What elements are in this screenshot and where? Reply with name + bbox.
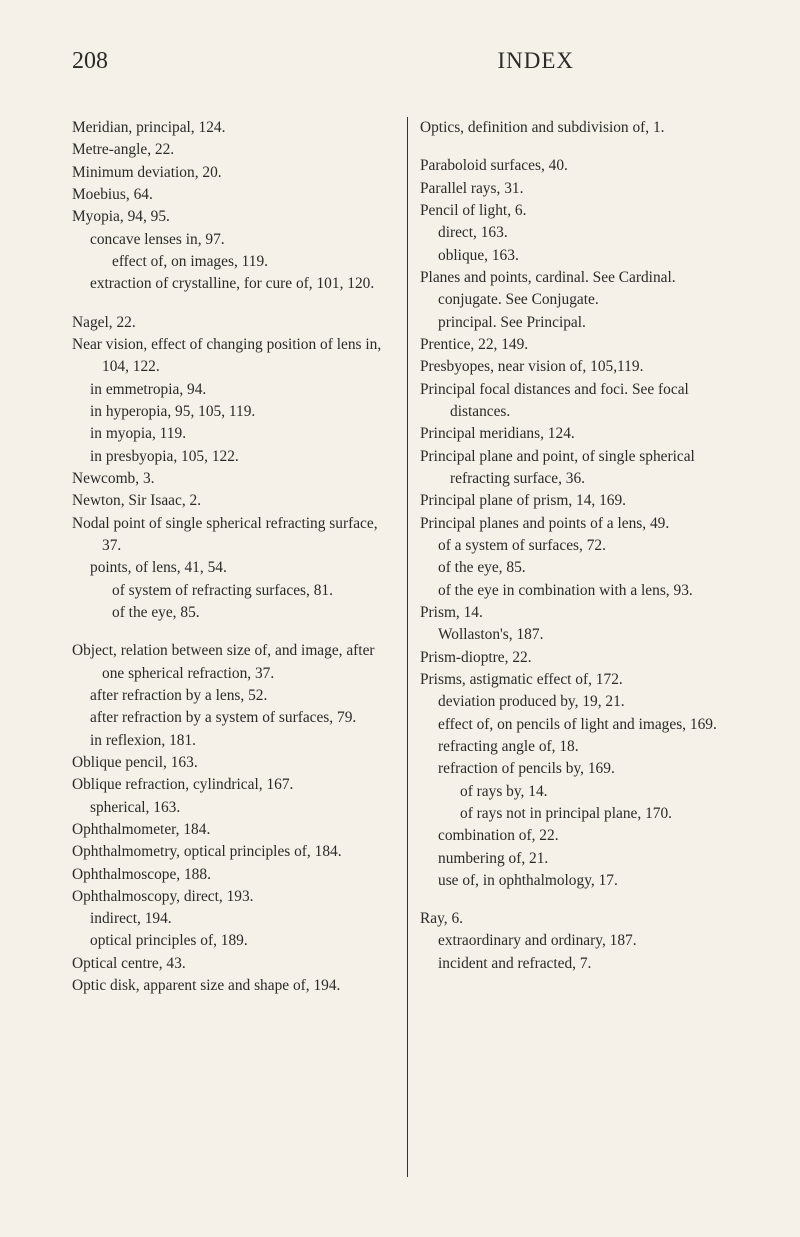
index-entry: Nodal point of single spherical refracti… — [102, 513, 395, 558]
index-entry: Paraboloid surfaces, 40. — [450, 155, 744, 177]
index-entry: Principal plane and point, of single sph… — [450, 446, 744, 491]
index-entry: of rays by, 14. — [490, 781, 744, 803]
index-entry: principal. See Principal. — [468, 312, 744, 334]
page-header: 208 INDEX — [72, 48, 744, 75]
index-entry: Meridian, principal, 124. — [102, 117, 395, 139]
index-entry: Prism, 14. — [450, 602, 744, 624]
index-entry: Prism-dioptre, 22. — [450, 647, 744, 669]
index-entry: Ophthalmoscopy, direct, 193. — [102, 886, 395, 908]
index-entry: Object, relation between size of, and im… — [102, 640, 395, 685]
index-page: 208 INDEX Meridian, principal, 124.Metre… — [0, 0, 800, 1237]
left-column: Meridian, principal, 124.Metre-angle, 22… — [72, 117, 408, 1177]
page-title: INDEX — [497, 48, 574, 74]
index-entry: Ophthalmometry, optical principles of, 1… — [102, 841, 395, 863]
index-entry: Ray, 6. — [450, 908, 744, 930]
index-entry: Principal meridians, 124. — [450, 423, 744, 445]
index-entry: refracting angle of, 18. — [468, 736, 744, 758]
page-number: 208 — [72, 48, 108, 75]
section-gap — [420, 139, 744, 155]
right-column: Optics, definition and subdivision of, 1… — [408, 117, 744, 1177]
section-gap — [420, 892, 744, 908]
index-entry: Prentice, 22, 149. — [450, 334, 744, 356]
index-entry: after refraction by a system of surfaces… — [120, 707, 395, 729]
index-entry: Optic disk, apparent size and shape of, … — [102, 975, 395, 997]
index-entry: Pencil of light, 6. — [450, 200, 744, 222]
index-entry: of the eye, 85. — [142, 602, 395, 624]
index-entry: Parallel rays, 31. — [450, 178, 744, 200]
index-entry: Metre-angle, 22. — [102, 139, 395, 161]
index-entry: Wollaston's, 187. — [468, 624, 744, 646]
index-entry: Planes and points, cardinal. See Cardina… — [450, 267, 744, 289]
section-gap — [72, 296, 395, 312]
index-entry: Newton, Sir Isaac, 2. — [102, 490, 395, 512]
index-entry: incident and refracted, 7. — [468, 953, 744, 975]
index-entry: effect of, on images, 119. — [142, 251, 395, 273]
index-entry: use of, in ophthalmology, 17. — [468, 870, 744, 892]
index-entry: spherical, 163. — [120, 797, 395, 819]
index-entry: Presbyopes, near vision of, 105,119. — [450, 356, 744, 378]
index-entry: in hyperopia, 95, 105, 119. — [120, 401, 395, 423]
index-entry: Oblique refraction, cylindrical, 167. — [102, 774, 395, 796]
index-entry: of a system of surfaces, 72. — [468, 535, 744, 557]
index-entry: in emmetropia, 94. — [120, 379, 395, 401]
index-entry: Principal focal distances and foci. See … — [450, 379, 744, 424]
index-entry: deviation produced by, 19, 21. — [468, 691, 744, 713]
index-entry: Newcomb, 3. — [102, 468, 395, 490]
index-entry: Principal planes and points of a lens, 4… — [450, 513, 744, 535]
index-entry: indirect, 194. — [120, 908, 395, 930]
index-entry: after refraction by a lens, 52. — [120, 685, 395, 707]
index-entry: optical principles of, 189. — [120, 930, 395, 952]
index-entry: Near vision, effect of changing position… — [102, 334, 395, 379]
index-entry: Minimum deviation, 20. — [102, 162, 395, 184]
index-entry: Nagel, 22. — [102, 312, 395, 334]
index-entry: Prisms, astigmatic effect of, 172. — [450, 669, 744, 691]
index-entry: of system of refracting surfaces, 81. — [142, 580, 395, 602]
index-entry: in myopia, 119. — [120, 423, 395, 445]
index-entry: Ophthalmometer, 184. — [102, 819, 395, 841]
index-entry: concave lenses in, 97. — [120, 229, 395, 251]
index-entry: Moebius, 64. — [102, 184, 395, 206]
index-entry: extraordinary and ordinary, 187. — [468, 930, 744, 952]
index-entry: of the eye in combination with a lens, 9… — [468, 580, 744, 602]
index-entry: refraction of pencils by, 169. — [468, 758, 744, 780]
section-gap — [72, 624, 395, 640]
index-entry: Optics, definition and subdivision of, 1… — [450, 117, 744, 139]
index-entry: numbering of, 21. — [468, 848, 744, 870]
index-columns: Meridian, principal, 124.Metre-angle, 22… — [72, 117, 744, 1177]
index-entry: of rays not in principal plane, 170. — [490, 803, 744, 825]
index-entry: Principal plane of prism, 14, 169. — [450, 490, 744, 512]
index-entry: in presbyopia, 105, 122. — [120, 446, 395, 468]
index-entry: extraction of crystalline, for cure of, … — [120, 273, 395, 295]
index-entry: effect of, on pencils of light and image… — [468, 714, 744, 736]
index-entry: in reflexion, 181. — [120, 730, 395, 752]
index-entry: Oblique pencil, 163. — [102, 752, 395, 774]
index-entry: oblique, 163. — [468, 245, 744, 267]
index-entry: conjugate. See Conjugate. — [468, 289, 744, 311]
index-entry: direct, 163. — [468, 222, 744, 244]
index-entry: points, of lens, 41, 54. — [120, 557, 395, 579]
index-entry: Optical centre, 43. — [102, 953, 395, 975]
index-entry: Ophthalmoscope, 188. — [102, 864, 395, 886]
index-entry: Myopia, 94, 95. — [102, 206, 395, 228]
index-entry: combination of, 22. — [468, 825, 744, 847]
index-entry: of the eye, 85. — [468, 557, 744, 579]
